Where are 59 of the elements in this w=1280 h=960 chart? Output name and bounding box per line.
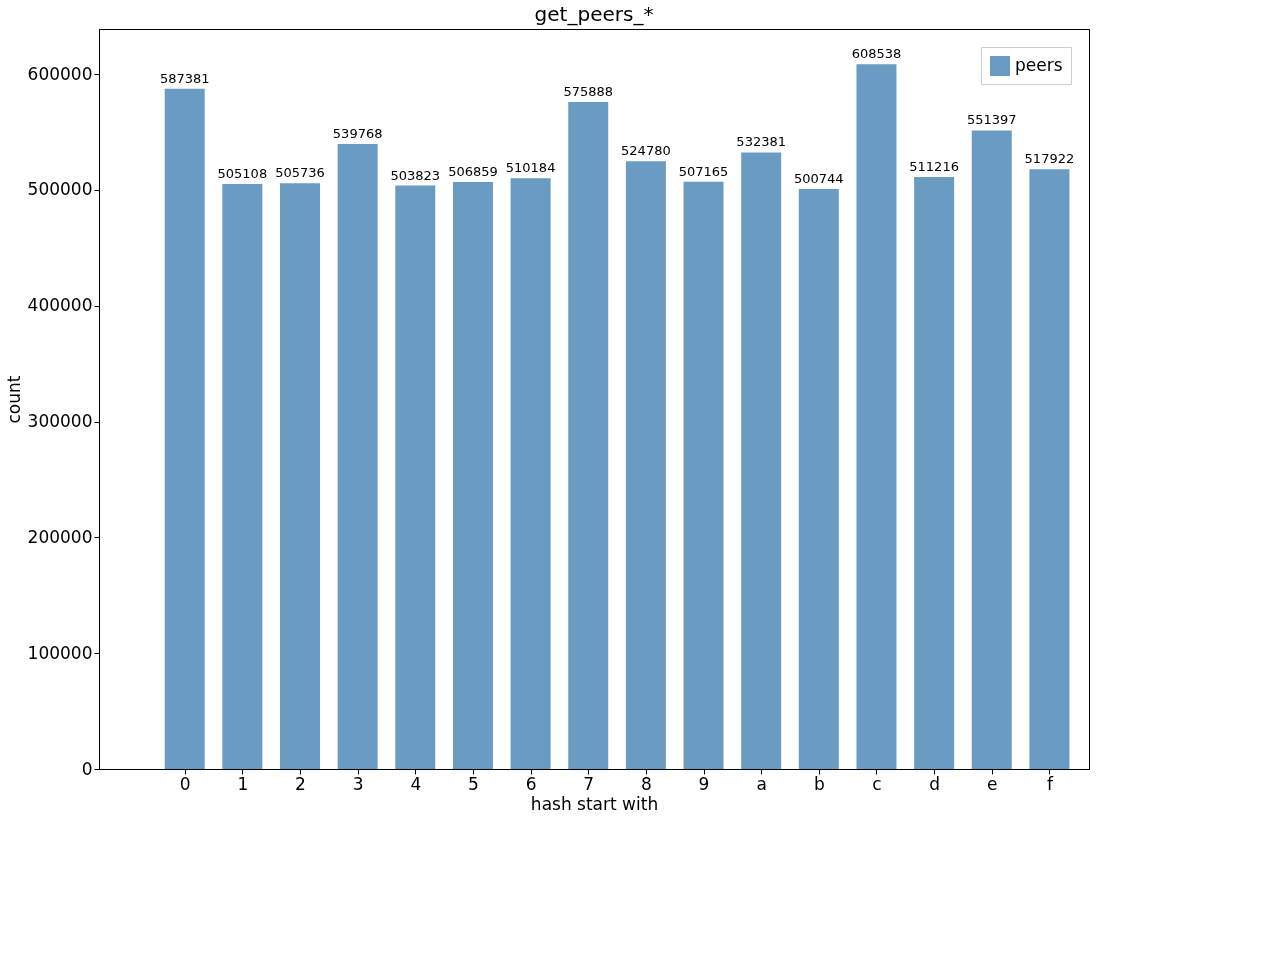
bar — [1029, 169, 1070, 769]
x-tick-label: 5 — [468, 773, 479, 794]
data-label: 532381 — [736, 134, 786, 150]
bar — [741, 152, 782, 769]
data-label: 575888 — [563, 84, 614, 100]
bar — [452, 182, 493, 769]
bar — [914, 176, 955, 769]
bar — [971, 130, 1012, 769]
data-label: 551397 — [966, 112, 1017, 128]
bar — [798, 189, 839, 769]
x-tick-label: 1 — [237, 773, 249, 794]
bar — [222, 184, 263, 769]
bar — [510, 178, 551, 769]
legend-label: peers — [1015, 55, 1063, 75]
data-label: 511216 — [909, 158, 959, 174]
x-tick-label: f — [1046, 773, 1054, 794]
y-tick-label: 600000 — [27, 63, 93, 84]
data-label: 506859 — [448, 164, 498, 180]
bar — [164, 88, 205, 769]
x-tick-label: d — [929, 773, 941, 794]
y-tick-label: 500000 — [27, 179, 93, 200]
data-label: 587381 — [159, 70, 210, 86]
x-tick-label: c — [872, 773, 882, 794]
x-tick-label: 9 — [698, 773, 710, 794]
bar — [856, 64, 897, 769]
bar — [280, 183, 320, 769]
bar — [625, 161, 666, 769]
bar — [568, 102, 609, 769]
x-axis-title: hash start with — [530, 793, 659, 814]
data-label: 503823 — [390, 167, 441, 183]
data-label: 505108 — [217, 166, 268, 182]
x-tick-label: 8 — [640, 773, 652, 794]
y-axis-title: count — [3, 375, 24, 424]
data-label: 510184 — [505, 160, 556, 176]
data-label: 507165 — [678, 163, 729, 179]
data-label: 524780 — [621, 143, 671, 159]
y-tick-label: 400000 — [27, 295, 93, 316]
data-label: 517922 — [1024, 151, 1075, 167]
x-tick-label: 6 — [525, 773, 537, 794]
data-label: 505736 — [275, 165, 325, 181]
x-tick-label: b — [813, 773, 825, 794]
x-tick-label: 7 — [583, 773, 595, 794]
x-tick-label: 3 — [352, 773, 364, 794]
x-tick-label: 2 — [295, 773, 306, 794]
data-label: 608538 — [851, 46, 902, 62]
y-tick-label: 100000 — [27, 642, 93, 663]
data-label: 539768 — [332, 125, 383, 141]
y-tick-label: 0 — [81, 758, 93, 779]
y-tick-label: 200000 — [27, 526, 93, 547]
x-tick-label: e — [987, 773, 998, 794]
bar — [395, 185, 436, 769]
data-label: 500744 — [794, 171, 844, 187]
chart-title: get_peers_* — [534, 2, 654, 26]
y-tick-label: 300000 — [27, 411, 93, 432]
x-tick-label: a — [756, 773, 767, 794]
x-tick-label: 0 — [179, 773, 191, 794]
bar — [683, 181, 724, 769]
bar — [337, 143, 378, 769]
x-tick-label: 4 — [410, 773, 422, 794]
